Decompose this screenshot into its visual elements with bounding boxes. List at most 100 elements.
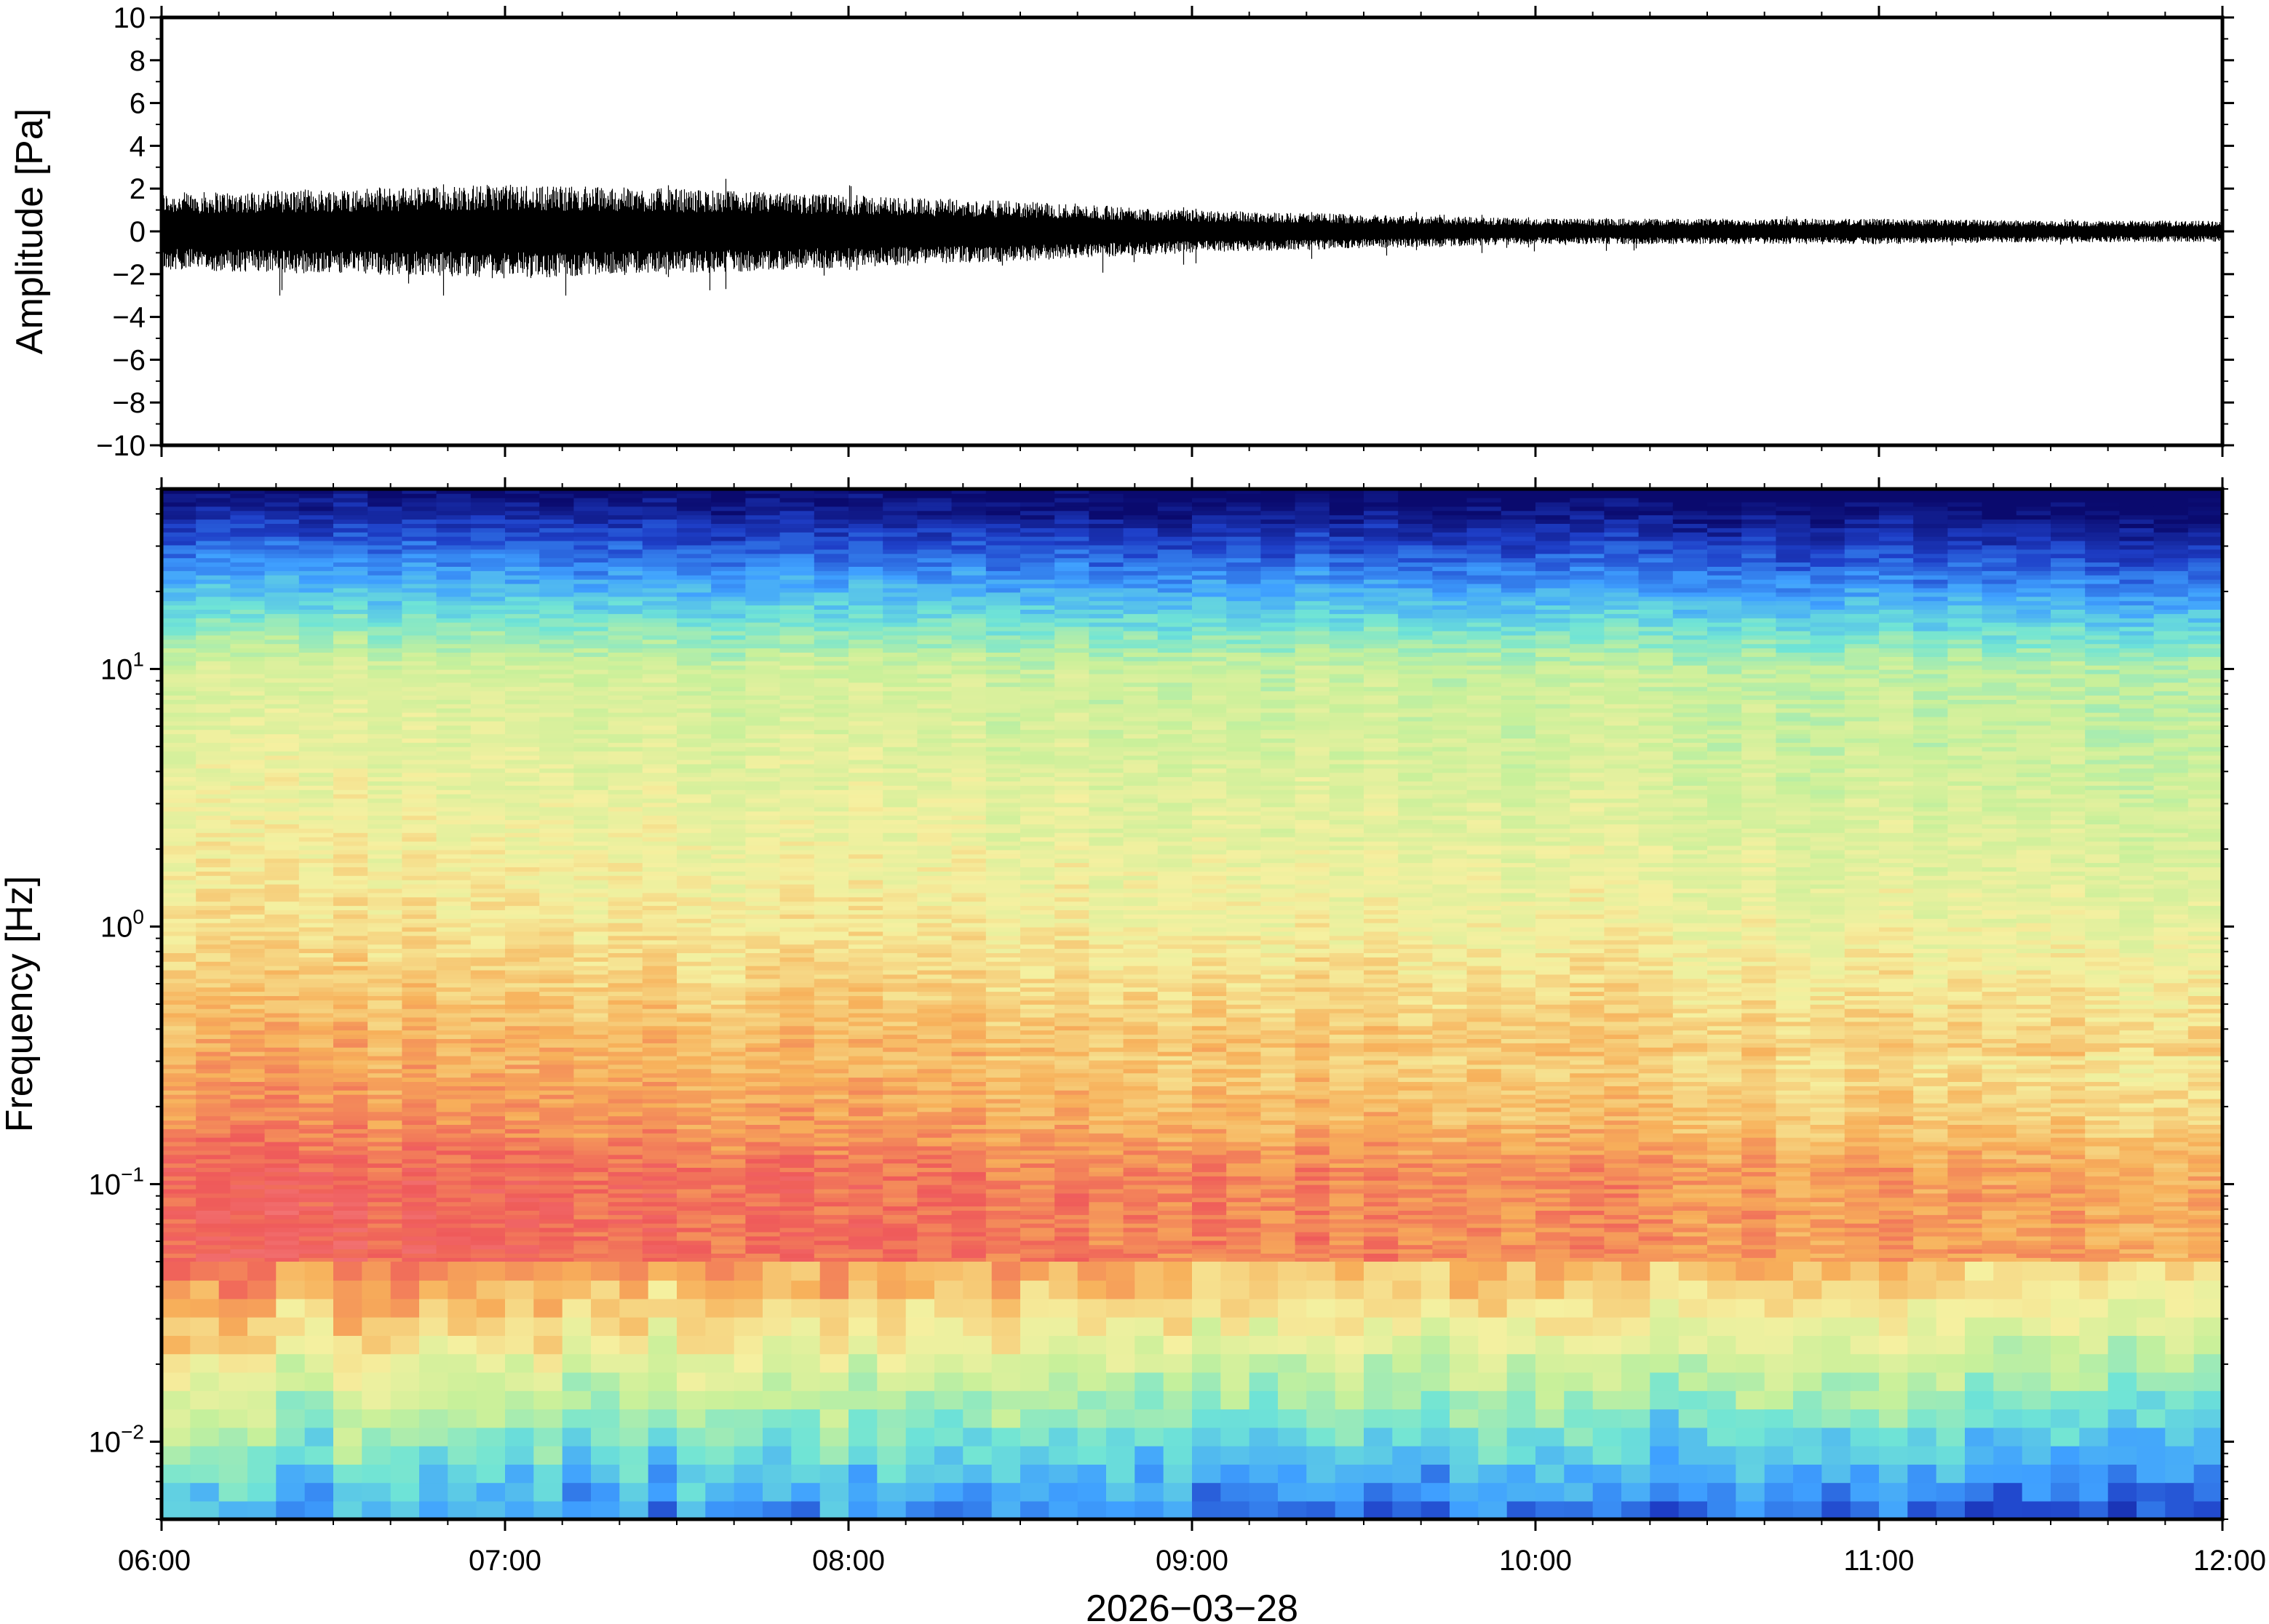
spectrogram-cell bbox=[814, 1086, 849, 1091]
spectrogram-cell bbox=[367, 1145, 403, 1151]
spectrogram-cell bbox=[196, 832, 231, 837]
spectrogram-cell bbox=[436, 1086, 472, 1091]
spectrogram-cell bbox=[1020, 944, 1055, 950]
spectrogram-cell bbox=[883, 626, 918, 632]
spectrogram-cell bbox=[264, 853, 300, 859]
spectrogram-cell bbox=[985, 626, 1021, 632]
spectrogram-cell bbox=[745, 914, 781, 919]
spectrogram-cell bbox=[230, 664, 266, 670]
spectrogram-cell bbox=[779, 824, 815, 829]
spectrogram-cell bbox=[951, 1090, 987, 1095]
spectrogram-cell bbox=[298, 1094, 334, 1099]
spectrogram-cell bbox=[333, 832, 368, 837]
spectrogram-cell bbox=[1054, 626, 1090, 632]
spectrogram-cell bbox=[539, 828, 575, 833]
spectrogram-cell bbox=[951, 1167, 987, 1172]
spectrogram-cell bbox=[505, 1235, 540, 1241]
spectrogram-cell bbox=[677, 824, 712, 829]
spectrogram-cell bbox=[779, 712, 815, 717]
spectrogram-cell bbox=[917, 776, 953, 781]
spectrogram-cell bbox=[642, 995, 677, 1000]
spectrogram-cell bbox=[745, 1016, 781, 1022]
spectrogram-cell bbox=[230, 1115, 266, 1121]
spectrogram-cell bbox=[608, 961, 643, 966]
spectrogram-cell bbox=[883, 621, 918, 627]
spectrogram-cell bbox=[230, 618, 266, 623]
spectrogram-cell bbox=[1054, 931, 1090, 936]
spectrogram-cell bbox=[814, 811, 849, 816]
spectrogram-cell bbox=[814, 1244, 849, 1250]
spectrogram-cell bbox=[333, 806, 368, 812]
spectrogram-cell bbox=[367, 1043, 403, 1048]
spectrogram-cell bbox=[539, 742, 575, 747]
spectrogram-cell bbox=[367, 695, 403, 700]
spectrogram-cell bbox=[642, 578, 677, 584]
spectrogram-cell bbox=[745, 566, 781, 571]
spectrogram-cell bbox=[779, 1051, 815, 1056]
spectrogram-cell bbox=[539, 793, 575, 799]
spectrogram-cell bbox=[1020, 1016, 1055, 1022]
spectrogram-cell bbox=[951, 853, 987, 859]
spectrogram-cell bbox=[814, 1008, 849, 1014]
spectrogram-cell bbox=[1020, 493, 1055, 498]
spectrogram-cell bbox=[849, 772, 883, 778]
spectrogram-cell bbox=[917, 729, 953, 735]
spectrogram-cell bbox=[849, 1193, 883, 1198]
spectrogram-cell bbox=[985, 1201, 1021, 1207]
spectrogram-cell bbox=[779, 1231, 815, 1237]
spectrogram-cell bbox=[951, 1197, 987, 1203]
spectrogram-cell bbox=[333, 1077, 368, 1082]
spectrogram-cell bbox=[367, 875, 403, 880]
spectrogram-cell bbox=[367, 797, 403, 803]
spectrogram-cell bbox=[264, 832, 300, 837]
spectrogram-cell bbox=[264, 965, 300, 971]
spectrogram-cell bbox=[779, 1193, 815, 1198]
spectrogram-cell bbox=[196, 747, 231, 752]
spectrogram-cell bbox=[814, 1068, 849, 1074]
spectrogram-cell bbox=[677, 828, 712, 833]
spectrogram-cell bbox=[883, 1059, 918, 1065]
spectrogram-cell bbox=[264, 519, 300, 524]
spectrogram-cell bbox=[883, 575, 918, 580]
spectrogram-cell bbox=[849, 677, 883, 683]
spectrogram-cell bbox=[1054, 1222, 1090, 1228]
spectrogram-cell bbox=[849, 609, 883, 614]
spectrogram-cell bbox=[402, 896, 437, 902]
spectrogram-cell bbox=[333, 699, 368, 704]
spectrogram-cell bbox=[985, 845, 1021, 851]
spectrogram-cell bbox=[436, 553, 472, 559]
spectrogram-cell bbox=[539, 978, 575, 984]
spectrogram-cell bbox=[1054, 914, 1090, 919]
spectrogram-cell bbox=[779, 793, 815, 799]
spectrogram-cell bbox=[264, 1038, 300, 1043]
spectrogram-cell bbox=[436, 523, 472, 528]
spectrogram-cell bbox=[814, 510, 849, 516]
spectrogram-cell bbox=[333, 1244, 368, 1250]
spectrogram-cell bbox=[196, 914, 231, 919]
spectrogram-cell bbox=[333, 501, 368, 507]
spectrogram-cell bbox=[196, 562, 231, 567]
spectrogram-cell bbox=[711, 566, 747, 571]
spectrogram-cell bbox=[196, 1253, 231, 1258]
spectrogram-cell bbox=[608, 1064, 643, 1070]
spectrogram-cell bbox=[367, 677, 403, 683]
spectrogram-cell bbox=[436, 1201, 472, 1207]
spectrogram-cell bbox=[298, 613, 334, 618]
spectrogram-cell bbox=[1054, 1214, 1090, 1219]
spectrogram-cell bbox=[573, 763, 609, 769]
spectrogram-cell bbox=[505, 643, 540, 649]
spectrogram-cell bbox=[779, 596, 815, 602]
spectrogram-cell bbox=[367, 575, 403, 580]
spectrogram-cell bbox=[883, 1141, 918, 1147]
spectrogram-cell bbox=[333, 1137, 368, 1142]
spectrogram-cell bbox=[162, 793, 196, 799]
spectrogram-cell bbox=[230, 596, 266, 602]
spectrogram-cell bbox=[539, 1094, 575, 1099]
spectrogram-cell bbox=[883, 750, 918, 756]
spectrogram-cell bbox=[402, 1188, 437, 1194]
spectrogram-cell bbox=[573, 987, 609, 992]
spectrogram-cell bbox=[196, 1047, 231, 1052]
spectrogram-cell bbox=[539, 768, 575, 773]
spectrogram-cell bbox=[367, 836, 403, 842]
spectrogram-cell bbox=[608, 695, 643, 700]
